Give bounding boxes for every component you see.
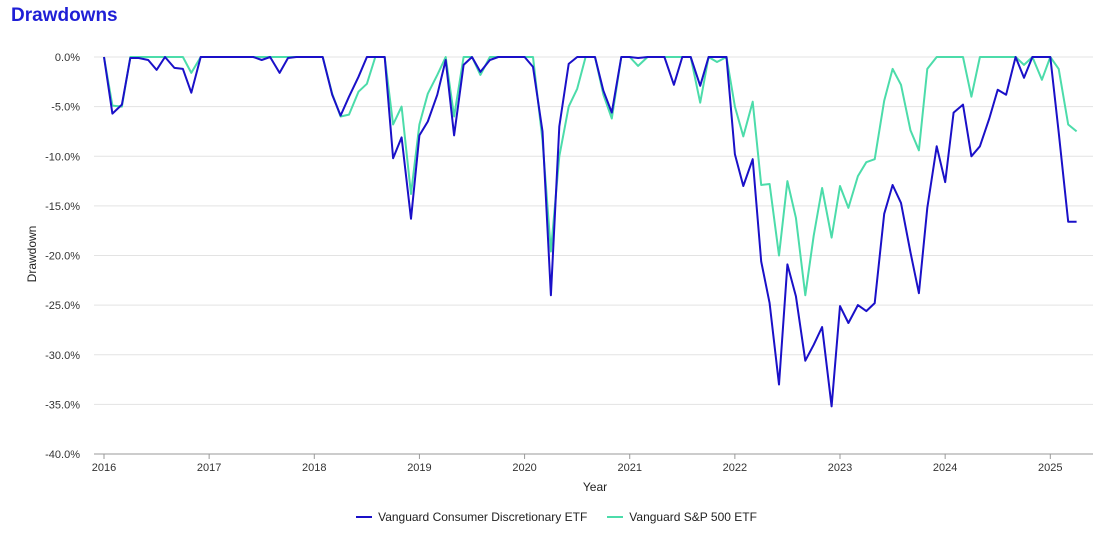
y-tick-label: -10.0% [45, 151, 80, 163]
x-tick-label: 2024 [933, 462, 957, 474]
x-tick-label: 2016 [92, 462, 116, 474]
x-tick-label: 2017 [197, 462, 221, 474]
legend-label-consumer-discretionary: Vanguard Consumer Discretionary ETF [378, 510, 588, 524]
x-tick-label: 2018 [302, 462, 326, 474]
y-tick-label: -35.0% [45, 399, 80, 411]
legend-swatch-sp500 [607, 516, 624, 518]
x-tick-label: 2021 [617, 462, 641, 474]
legend-item-consumer-discretionary[interactable]: Vanguard Consumer Discretionary ETF [356, 510, 587, 524]
x-tick-label: 2025 [1038, 462, 1062, 474]
x-tick-label: 2020 [512, 462, 536, 474]
x-axis-ticks: 2016 2017 2018 2019 2020 2021 2022 2023 2024 2025 [92, 453, 1093, 474]
x-tick-label: 2022 [723, 462, 747, 474]
y-tick-label: -30.0% [45, 350, 80, 362]
x-tick-label: 2023 [828, 462, 852, 474]
x-tick-label: 2019 [407, 462, 431, 474]
series-line-consumer-discretionary[interactable] [103, 56, 1077, 408]
y-tick-label: 0.0% [55, 52, 80, 64]
series-lines [103, 56, 1078, 408]
chart-title: Drawdowns [11, 5, 118, 26]
legend-label-sp500: Vanguard S&P 500 ETF [629, 510, 757, 524]
y-axis-label: Drawdown [25, 226, 39, 283]
y-axis-ticks: 0.0% -5.0% -10.0% -15.0% -20.0% -25.0% -30.0% -… [45, 52, 80, 461]
series-line-sp500[interactable] [103, 56, 1078, 297]
x-axis-label: Year [583, 480, 607, 494]
grid-lines [94, 56, 1093, 455]
y-tick-label: -20.0% [45, 251, 80, 263]
y-tick-label: -40.0% [45, 449, 80, 461]
y-tick-label: -15.0% [45, 201, 80, 213]
legend-swatch-consumer-discretionary [356, 516, 373, 518]
legend-item-sp500[interactable]: Vanguard S&P 500 ETF [607, 510, 757, 524]
y-tick-label: -25.0% [45, 300, 80, 312]
y-tick-label: -5.0% [51, 102, 80, 114]
chart-legend: Vanguard Consumer Discretionary ETF Vang… [0, 510, 1113, 524]
